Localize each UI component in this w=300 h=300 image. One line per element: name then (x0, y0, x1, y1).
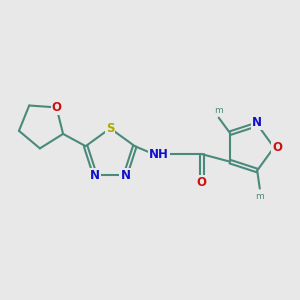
Text: S: S (106, 122, 115, 135)
Text: N: N (252, 116, 262, 129)
Text: N: N (90, 169, 100, 182)
Text: O: O (272, 141, 282, 154)
Text: NH: NH (149, 148, 169, 160)
Text: N: N (120, 169, 130, 182)
Text: O: O (197, 176, 207, 188)
Text: m: m (255, 192, 264, 201)
Text: O: O (52, 101, 61, 114)
Text: m: m (214, 106, 223, 115)
